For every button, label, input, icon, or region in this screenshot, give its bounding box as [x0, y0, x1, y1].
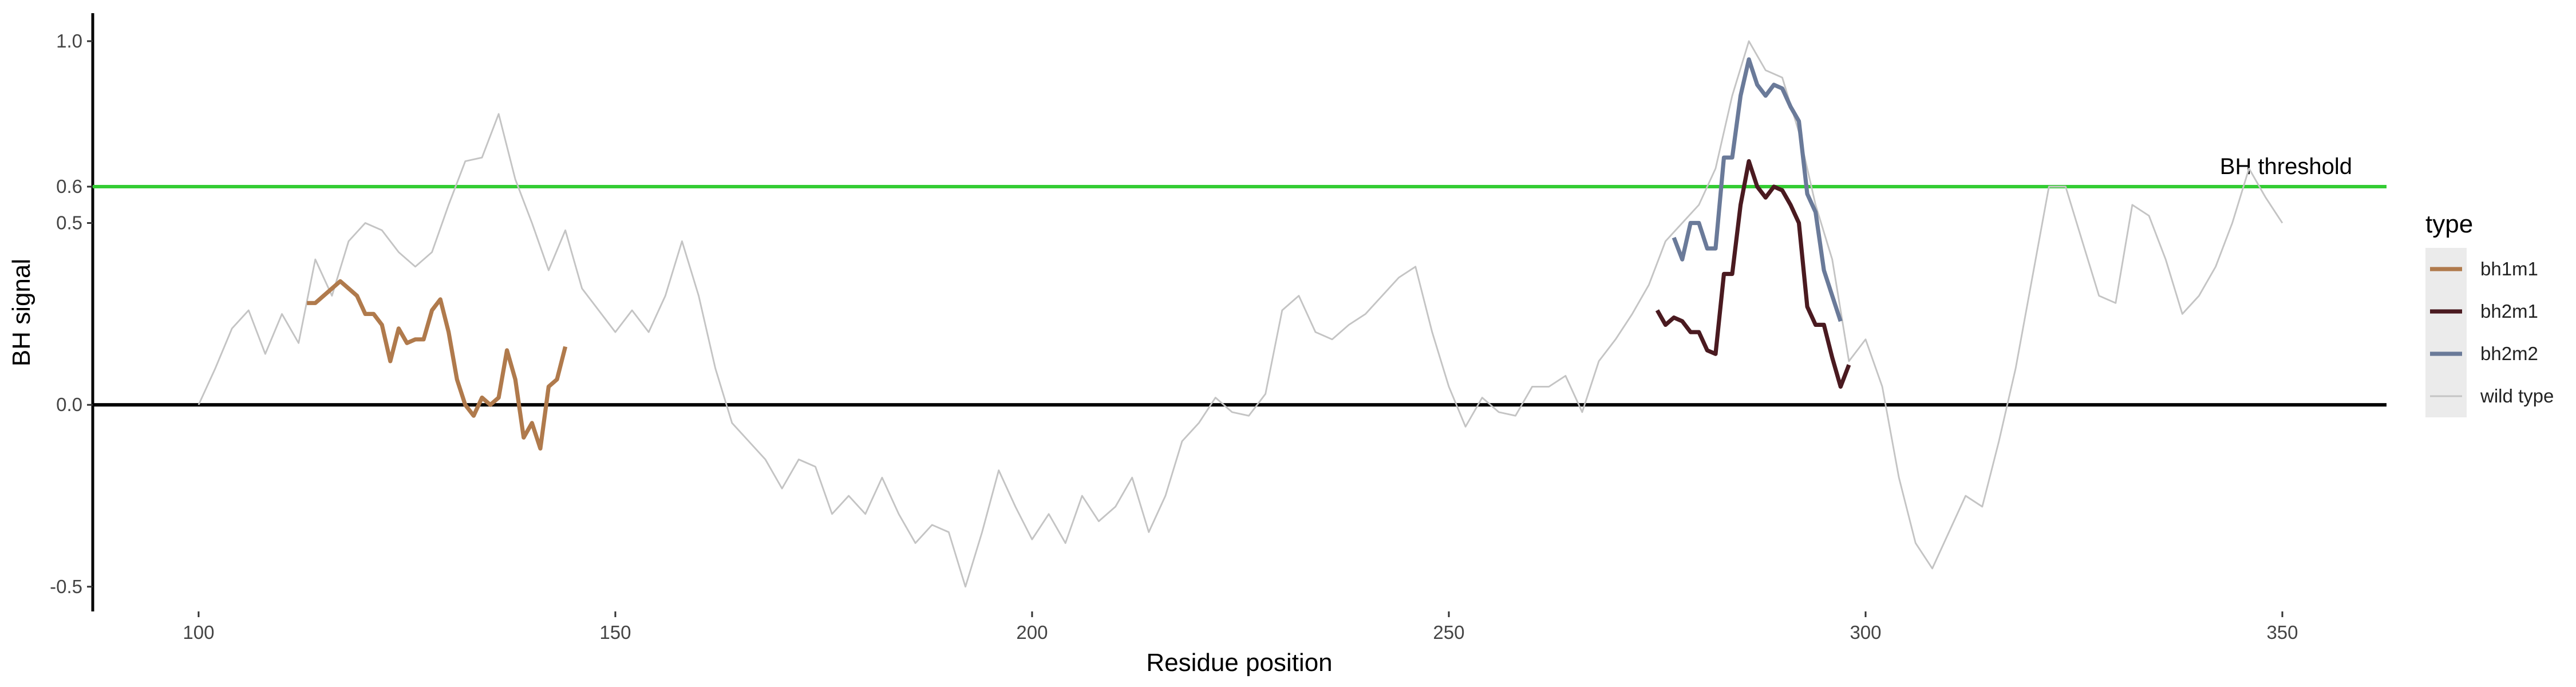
- x-tick-label: 100: [183, 622, 214, 643]
- series-line: [197, 40, 2283, 588]
- legend-title: type: [2425, 210, 2473, 238]
- y-tick-label: 0.5: [56, 212, 82, 234]
- x-tick-label: 350: [2266, 622, 2298, 643]
- y-tick-label: 0.6: [56, 176, 82, 197]
- legend-label: bh1m1: [2480, 258, 2538, 279]
- y-tick-label: -0.5: [50, 576, 82, 597]
- legend-label: wild type: [2480, 385, 2554, 406]
- x-tick-label: 150: [599, 622, 631, 643]
- y-axis-title: BH signal: [7, 259, 35, 366]
- reference-label: BH threshold: [2220, 154, 2352, 179]
- series-line: [1655, 159, 1851, 389]
- x-axis-title: Residue position: [1146, 649, 1332, 677]
- y-tick-label: 0.0: [56, 394, 82, 415]
- x-tick-label: 250: [1433, 622, 1464, 643]
- series-line: [1672, 57, 1843, 322]
- legend-label: bh2m2: [2480, 343, 2538, 364]
- x-tick-label: 300: [1850, 622, 1881, 643]
- x-tick-label: 200: [1016, 622, 1048, 643]
- y-tick-label: 1.0: [56, 30, 82, 52]
- legend-label: bh2m1: [2480, 301, 2538, 322]
- series-line: [307, 279, 568, 451]
